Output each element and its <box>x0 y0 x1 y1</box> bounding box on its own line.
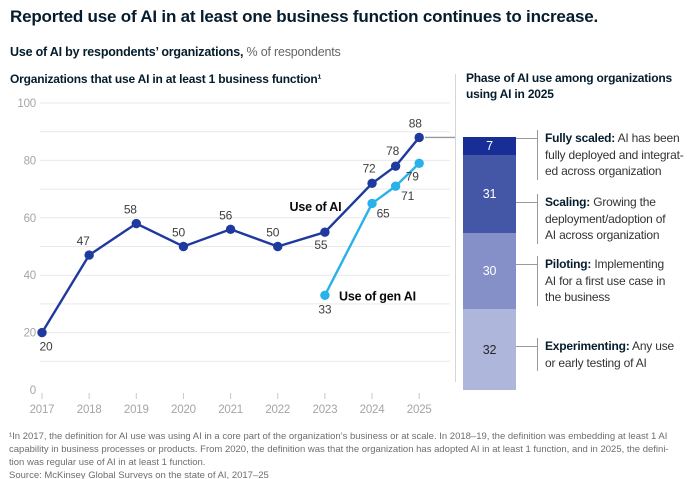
value-label: 58 <box>124 203 137 217</box>
x-axis-label: 2024 <box>360 404 386 416</box>
leader-tick <box>516 264 537 265</box>
value-label: 78 <box>386 144 399 158</box>
footnote-line: ¹In 2017, the definition for AI use was … <box>9 431 668 442</box>
leader-tick <box>516 138 537 139</box>
x-axis-label: 2017 <box>30 404 55 416</box>
x-axis-label: 2023 <box>313 404 338 416</box>
x-axis-label: 2021 <box>218 404 243 416</box>
phase-label-line: Piloting: Implementing <box>545 257 664 271</box>
value-label: 47 <box>77 234 90 248</box>
x-axis-label: 2018 <box>77 404 102 416</box>
use-of-ai-line <box>40 136 421 334</box>
subtitle-units: % of respondents <box>243 45 341 59</box>
data-point <box>178 241 189 252</box>
y-axis-label: 0 <box>30 385 36 397</box>
subtitle-bold: Use of AI by respondents’ organizations, <box>10 45 244 59</box>
phase-label-line: or early testing of AI <box>545 355 647 370</box>
footnote: ¹In 2017, the definition for AI use was … <box>9 430 669 479</box>
phase-label-fully-scaled: Fully scaled: AI has been fully deployed … <box>537 130 688 180</box>
footnote-line: Source: McKinsey Global Surveys on the s… <box>9 470 269 479</box>
footnote-line: tion was regular use of AI in at least 1… <box>9 457 206 468</box>
bar-segment-piloting: 30 <box>463 233 516 310</box>
y-axis-label: 40 <box>24 270 36 282</box>
x-axis-label: 2020 <box>171 404 196 416</box>
phase-label-line: Experimenting: Any use <box>545 339 674 353</box>
bar-chart-title-line1: Phase of AI use among organizations <box>466 71 672 85</box>
phase-label-line: Scaling: Growing the <box>545 195 656 209</box>
data-point <box>37 327 47 338</box>
y-axis-label: 60 <box>24 213 36 225</box>
data-point <box>390 181 401 191</box>
panel-divider <box>455 74 456 382</box>
bar-chart-title-line2: using AI in 2025 <box>466 86 554 101</box>
phase-label-piloting: Piloting: Implementing AI for a first use… <box>537 256 688 306</box>
value-label: 65 <box>377 206 390 220</box>
bar-chart-title: Phase of AI use among organizations usin… <box>466 71 676 102</box>
value-label: 55 <box>314 238 327 252</box>
x-axis-label: 2019 <box>124 404 149 416</box>
bar-segment-fully-scaled: 7 <box>463 137 516 156</box>
value-label: 79 <box>406 169 419 183</box>
y-axis-label: 100 <box>17 98 36 110</box>
phase-label-line: ed across organization <box>545 164 662 178</box>
data-point <box>367 198 377 209</box>
x-axis-label: 2025 <box>407 404 432 416</box>
leader-tick <box>516 202 537 203</box>
phase-label-scaling: Scaling: Growing the deployment/adoption … <box>537 194 688 244</box>
phase-label-line: fully deployed and integrat- <box>545 147 684 162</box>
data-point <box>273 241 283 252</box>
bar-segment-experimenting: 32 <box>463 309 516 390</box>
phase-label-line: the business <box>545 290 610 304</box>
footnote-line: capability in business processes or prod… <box>9 444 669 455</box>
phase-label-line: AI across organization <box>545 228 660 242</box>
data-point <box>320 227 330 237</box>
bar-segment-scaling: 31 <box>463 155 516 234</box>
phase-label-experimenting: Experimenting: Any use or early testing o… <box>537 338 688 371</box>
line-chart-title: Organizations that use AI in at least 1 … <box>10 72 322 86</box>
value-label: 50 <box>266 226 279 240</box>
series-label: Use of AI <box>290 200 342 214</box>
leader-tick <box>516 346 537 347</box>
y-axis-label: 80 <box>24 155 36 167</box>
phase-label-line: deployment/adoption of <box>545 211 666 226</box>
data-point <box>131 218 141 229</box>
series-label: Use of gen AI <box>339 289 416 303</box>
subtitle: Use of AI by respondents’ organizations,… <box>10 45 341 59</box>
value-label: 71 <box>401 189 414 203</box>
ai-adoption-line-chart: 0 20 40 60 80 100 2017 2018 2019 2020 2021 2022 2023… <box>17 98 456 416</box>
data-point <box>84 250 94 260</box>
use-of-gen-ai-line <box>323 162 421 296</box>
value-label: 72 <box>363 161 376 175</box>
data-point <box>414 132 424 143</box>
data-point <box>320 290 330 300</box>
data-point <box>367 178 377 189</box>
value-label: 56 <box>219 208 232 222</box>
phase-stacked-bar: 7 31 30 32 <box>463 137 516 390</box>
value-label: 33 <box>318 302 331 316</box>
data-point <box>225 224 236 234</box>
value-label: 20 <box>40 340 53 354</box>
value-label: 88 <box>409 116 422 130</box>
data-point <box>414 158 424 168</box>
data-point <box>390 161 401 171</box>
x-axis-label: 2022 <box>265 404 290 416</box>
page-title: Reported use of AI in at least one busin… <box>10 7 598 26</box>
phase-label-line: Fully scaled: AI has been <box>545 131 680 145</box>
value-label: 50 <box>172 226 185 240</box>
y-axis-label: 20 <box>24 328 36 340</box>
phase-label-line: AI for a first use case in <box>545 273 666 288</box>
